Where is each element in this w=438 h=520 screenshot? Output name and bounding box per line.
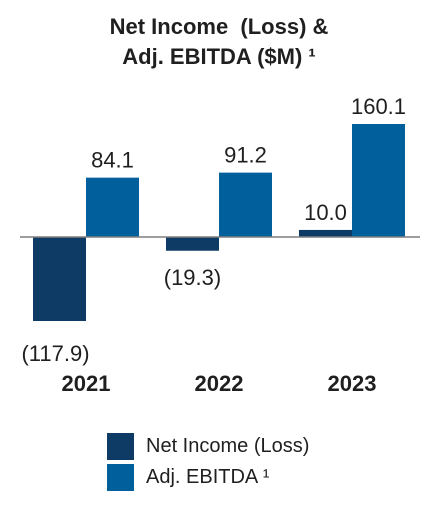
bar-net-income-2023 [299,229,352,237]
data-label-net-income-2023: 10.0 [304,200,347,225]
data-label-adj-ebitda-2023: 160.1 [351,94,406,119]
bar-chart: (117.9) 84.1 2021 (19.3) 91.2 2022 10.0 160.1 20… [20,94,420,396]
bar-adj-ebitda-2021 [86,177,139,237]
legend-label-adj-ebitda: Adj. EBITDA ¹ [146,465,270,488]
bar-net-income-2022 [166,237,219,251]
chart-title-line-2: Adj. EBITDA ($M) ¹ [122,44,316,69]
legend-swatch-adj-ebitda [107,463,134,491]
category-label-2021: 2021 [62,371,111,396]
chart-legend: Net Income (Loss) Adj. EBITDA ¹ [107,432,309,494]
chart-title: Net Income (Loss) & Adj. EBITDA ($M) ¹ [0,12,438,72]
legend-swatch-net-income [107,432,134,460]
bar-adj-ebitda-2023 [352,124,405,237]
chart-title-line-1: Net Income (Loss) & [109,14,329,39]
bar-adj-ebitda-2022 [219,172,272,237]
data-label-net-income-2022: (19.3) [164,265,221,290]
category-label-2022: 2022 [195,371,244,396]
bar-net-income-2021 [33,237,86,321]
data-label-adj-ebitda-2022: 91.2 [224,143,267,168]
data-label-net-income-2021: (117.9) [21,341,89,366]
legend-item-adj-ebitda: Adj. EBITDA ¹ [107,463,309,491]
legend-item-net-income: Net Income (Loss) [107,432,309,460]
legend-label-net-income: Net Income (Loss) [146,434,310,457]
data-label-adj-ebitda-2021: 84.1 [91,148,134,173]
category-label-2023: 2023 [328,371,377,396]
